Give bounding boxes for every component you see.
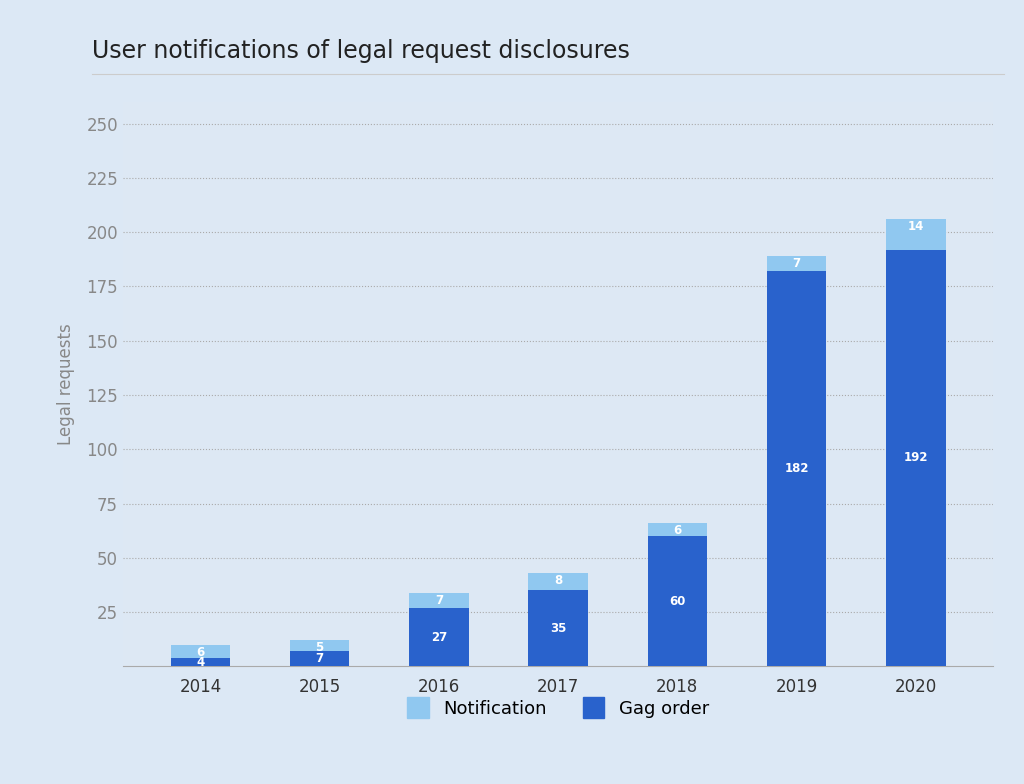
Bar [409,608,469,666]
Text: 60: 60 [669,595,685,608]
Text: User notifications of legal request disclosures: User notifications of legal request disc… [92,39,630,64]
Text: 7: 7 [315,652,324,666]
Bar [171,658,230,666]
Text: 182: 182 [784,463,809,475]
Bar [647,523,708,536]
Bar [647,536,708,666]
Legend: Notification, Gag order: Notification, Gag order [389,680,727,736]
Text: 192: 192 [903,452,928,464]
Text: 14: 14 [907,220,924,234]
Text: 7: 7 [793,257,801,270]
Text: 27: 27 [431,630,446,644]
Bar [528,573,588,590]
Bar [767,271,826,666]
Text: 4: 4 [197,655,205,669]
Bar [886,220,945,249]
Text: 8: 8 [554,574,562,587]
Bar [528,590,588,666]
Text: 7: 7 [435,593,443,607]
Text: 35: 35 [550,622,566,635]
Y-axis label: Legal requests: Legal requests [57,323,75,445]
Bar [767,256,826,271]
Text: 6: 6 [197,646,205,659]
Bar [409,593,469,608]
Text: 5: 5 [315,641,324,655]
Text: 6: 6 [673,524,681,537]
Bar [290,652,349,666]
Bar [171,644,230,658]
Bar [290,641,349,652]
Bar [886,249,945,666]
